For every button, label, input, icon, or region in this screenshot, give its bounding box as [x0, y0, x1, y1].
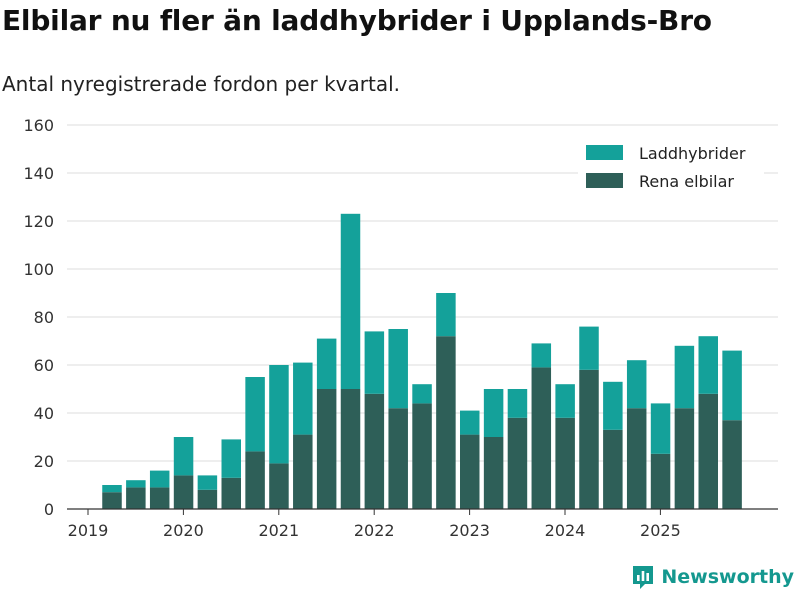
bar-rena-elbilar-2022Q4: [436, 336, 456, 509]
bar-rena-elbilar-2020Q2: [197, 489, 218, 509]
bar-laddhybrider-2020Q4: [245, 377, 265, 452]
legend-swatch: [586, 173, 623, 188]
bar-rena-elbilar-2024Q2: [579, 369, 599, 509]
bar-rena-elbilar-2021Q4: [340, 389, 361, 509]
bar-laddhybrider-2019Q2: [102, 485, 122, 493]
bars: [102, 213, 742, 509]
bar-rena-elbilar-2025Q2: [674, 408, 695, 509]
bar-rena-elbilar-2022Q1: [364, 393, 385, 509]
bar-laddhybrider-2021Q3: [316, 338, 337, 389]
y-tick-label: 80: [34, 308, 54, 327]
x-tick-label: 2023: [449, 521, 490, 540]
bar-rena-elbilar-2025Q1: [650, 453, 671, 509]
bar-laddhybrider-2023Q3: [507, 389, 528, 418]
y-tick-label: 40: [34, 404, 54, 423]
brand[interactable]: Newsworthy: [631, 564, 794, 590]
y-tick-label: 100: [23, 260, 54, 279]
chart-title: Elbilar nu fler än laddhybrider i Upplan…: [2, 4, 712, 37]
bar-rena-elbilar-2021Q1: [269, 463, 289, 509]
bar-rena-elbilar-2023Q2: [483, 437, 504, 509]
bar-laddhybrider-2022Q2: [388, 329, 408, 409]
bar-rena-elbilar-2019Q3: [126, 487, 146, 509]
x-axis: 2019 2020 2021 2022 2023 2024 2025: [67, 508, 778, 540]
y-tick-label: 140: [23, 164, 54, 183]
bar-rena-elbilar-2022Q3: [412, 403, 432, 509]
bar-laddhybrider-2019Q4: [149, 470, 170, 488]
bar-rena-elbilar-2020Q1: [173, 475, 194, 509]
x-tick-label: 2024: [545, 521, 586, 540]
bar-rena-elbilar-2023Q3: [507, 417, 528, 509]
bar-laddhybrider-2025Q3: [698, 336, 718, 394]
y-tick-label: 20: [34, 452, 54, 471]
y-tick-label: 60: [34, 356, 54, 375]
bar-rena-elbilar-2020Q4: [245, 451, 265, 509]
bar-rena-elbilar-2020Q3: [221, 477, 241, 509]
bar-laddhybrider-2021Q4: [340, 213, 361, 389]
bar-rena-elbilar-2024Q4: [626, 408, 647, 509]
bar-laddhybrider-2022Q3: [412, 384, 432, 404]
bar-laddhybrider-2021Q1: [269, 365, 289, 464]
newsworthy-logo-icon: [633, 566, 654, 589]
legend-swatch: [586, 145, 623, 160]
x-tick-label: 2025: [640, 521, 681, 540]
bar-rena-elbilar-2022Q2: [388, 408, 408, 509]
bar-rena-elbilar-2021Q2: [293, 434, 313, 509]
x-tick-label: 2020: [163, 521, 204, 540]
x-tick-label: 2021: [258, 521, 299, 540]
bar-rena-elbilar-2025Q3: [698, 393, 718, 509]
bar-rena-elbilar-2025Q4: [722, 420, 742, 509]
bar-laddhybrider-2024Q1: [555, 384, 575, 418]
legend: Laddhybrider Rena elbilar: [578, 141, 764, 199]
brand-name: Newsworthy: [661, 566, 794, 588]
bar-laddhybrider-2025Q2: [674, 345, 695, 409]
bar-rena-elbilar-2024Q3: [603, 429, 623, 509]
chart-subtitle: Antal nyregistrerade fordon per kvartal.: [2, 72, 401, 96]
x-tick-label: 2019: [68, 521, 109, 540]
legend-label: Laddhybrider: [639, 144, 746, 163]
bar-laddhybrider-2021Q2: [293, 362, 313, 435]
legend-label: Rena elbilar: [639, 172, 734, 191]
bar-laddhybrider-2022Q4: [436, 293, 456, 337]
x-tick-label: 2022: [354, 521, 395, 540]
y-tick-label: 0: [44, 500, 54, 519]
bar-laddhybrider-2023Q1: [460, 410, 480, 435]
y-tick-label: 160: [23, 116, 54, 135]
bar-laddhybrider-2022Q1: [364, 331, 385, 394]
bar-laddhybrider-2020Q1: [173, 437, 194, 476]
bar-laddhybrider-2019Q3: [126, 480, 146, 488]
y-axis-ticks: 0 20 40 60 80 100 120 140 160: [23, 116, 54, 519]
bar-rena-elbilar-2024Q1: [555, 417, 575, 509]
bar-laddhybrider-2020Q2: [197, 475, 218, 490]
y-tick-label: 120: [23, 212, 54, 231]
bar-laddhybrider-2024Q3: [603, 381, 623, 430]
bar-laddhybrider-2025Q1: [650, 403, 671, 454]
bar-laddhybrider-2024Q2: [579, 326, 599, 370]
bar-laddhybrider-2020Q3: [221, 439, 241, 478]
bar-laddhybrider-2023Q4: [531, 343, 552, 368]
bar-rena-elbilar-2021Q3: [316, 389, 337, 509]
bar-rena-elbilar-2019Q4: [149, 487, 170, 509]
bar-rena-elbilar-2023Q1: [460, 434, 480, 509]
bar-laddhybrider-2025Q4: [722, 350, 742, 421]
bar-rena-elbilar-2023Q4: [531, 367, 552, 509]
bar-laddhybrider-2024Q4: [626, 360, 647, 409]
bar-rena-elbilar-2019Q2: [102, 492, 122, 509]
bar-laddhybrider-2023Q2: [483, 389, 504, 437]
